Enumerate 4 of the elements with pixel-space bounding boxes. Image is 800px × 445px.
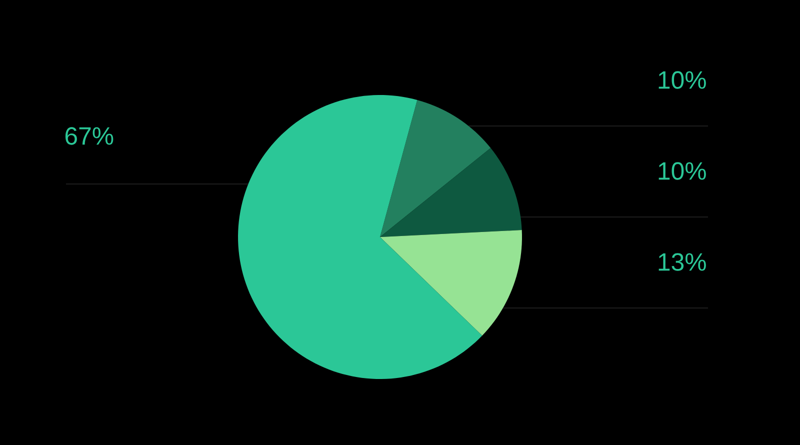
text: 13%: [658, 253, 706, 271]
text: 10%: [658, 162, 706, 180]
text: 10%: [658, 71, 706, 89]
text: 67%: [65, 127, 114, 145]
